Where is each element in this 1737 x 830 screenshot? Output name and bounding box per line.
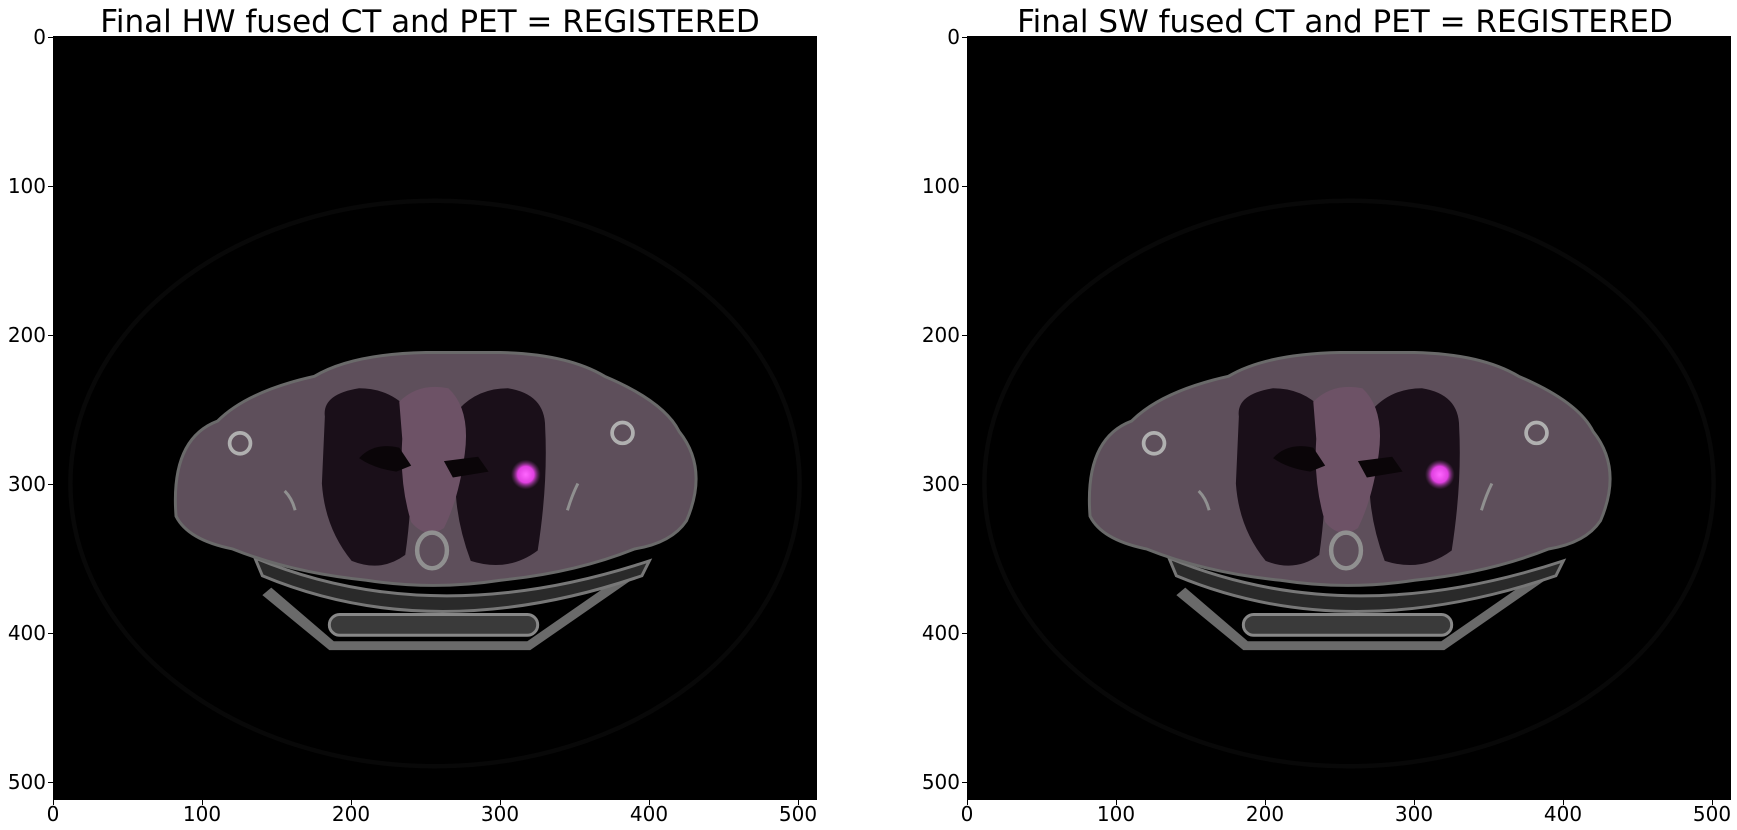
hw-title: Final HW fused CT and PET = REGISTERED bbox=[100, 4, 760, 40]
hw-ytick-label: 100 bbox=[7, 174, 46, 198]
hw-ytick-mark bbox=[48, 37, 53, 38]
hw-ytick-mark bbox=[48, 484, 53, 485]
hw-ytick-mark bbox=[48, 335, 53, 336]
hw-xtick-label: 100 bbox=[182, 802, 222, 826]
hw-ytick-label: 500 bbox=[7, 770, 46, 794]
sw-xtick-label: 400 bbox=[1543, 802, 1583, 826]
sw-ytick-label: 0 bbox=[947, 25, 960, 49]
hw-ytick-label: 300 bbox=[7, 472, 46, 496]
sw-xtick-mark bbox=[1712, 800, 1713, 805]
sw-ytick-mark bbox=[962, 633, 967, 634]
hw-ytick-mark bbox=[48, 186, 53, 187]
sw-xtick-mark bbox=[1563, 800, 1564, 805]
sw-ytick-mark bbox=[962, 335, 967, 336]
hw-xtick-mark bbox=[649, 800, 650, 805]
sw-xtick-label: 500 bbox=[1692, 802, 1732, 826]
hw-ytick-label: 200 bbox=[7, 323, 46, 347]
hw-xtick-label: 300 bbox=[480, 802, 520, 826]
sw-ytick-label: 300 bbox=[921, 472, 960, 496]
hw-ytick-mark bbox=[48, 782, 53, 783]
hw-ytick-label: 0 bbox=[33, 25, 46, 49]
sw-fused-scan-image bbox=[982, 198, 1716, 769]
hw-xtick-mark bbox=[500, 800, 501, 805]
hw-xtick-mark bbox=[53, 800, 54, 805]
sw-ytick-label: 100 bbox=[921, 174, 960, 198]
hw-xtick-label: 0 bbox=[46, 802, 60, 826]
sw-title: Final SW fused CT and PET = REGISTERED bbox=[1017, 4, 1673, 40]
sw-ytick-mark bbox=[962, 186, 967, 187]
sw-xtick-label: 0 bbox=[960, 802, 974, 826]
sw-xtick-label: 300 bbox=[1394, 802, 1434, 826]
hw-xtick-label: 200 bbox=[331, 802, 371, 826]
sw-ytick-label: 500 bbox=[921, 770, 960, 794]
hw-image-axes bbox=[53, 36, 817, 800]
hw-xtick-mark bbox=[202, 800, 203, 805]
sw-panel: Final SW fused CT and PET = REGISTERED bbox=[915, 0, 1737, 830]
sw-xtick-mark bbox=[1414, 800, 1415, 805]
sw-xtick-mark bbox=[1265, 800, 1266, 805]
sw-ytick-mark bbox=[962, 37, 967, 38]
hw-xtick-label: 400 bbox=[629, 802, 669, 826]
sw-ytick-mark bbox=[962, 782, 967, 783]
hw-ytick-mark bbox=[48, 633, 53, 634]
hw-fused-scan-image bbox=[68, 198, 802, 769]
sw-ytick-mark bbox=[962, 484, 967, 485]
sw-xtick-mark bbox=[1116, 800, 1117, 805]
hw-xtick-mark bbox=[351, 800, 352, 805]
hw-ytick-label: 400 bbox=[7, 621, 46, 645]
sw-xtick-mark bbox=[967, 800, 968, 805]
sw-ytick-label: 200 bbox=[921, 323, 960, 347]
hw-panel: Final HW fused CT and PET = REGISTERED bbox=[0, 0, 860, 830]
hw-xtick-label: 500 bbox=[778, 802, 818, 826]
hw-xtick-mark bbox=[798, 800, 799, 805]
sw-image-axes bbox=[967, 36, 1731, 800]
sw-xtick-label: 100 bbox=[1096, 802, 1136, 826]
sw-xtick-label: 200 bbox=[1245, 802, 1285, 826]
sw-ytick-label: 400 bbox=[921, 621, 960, 645]
